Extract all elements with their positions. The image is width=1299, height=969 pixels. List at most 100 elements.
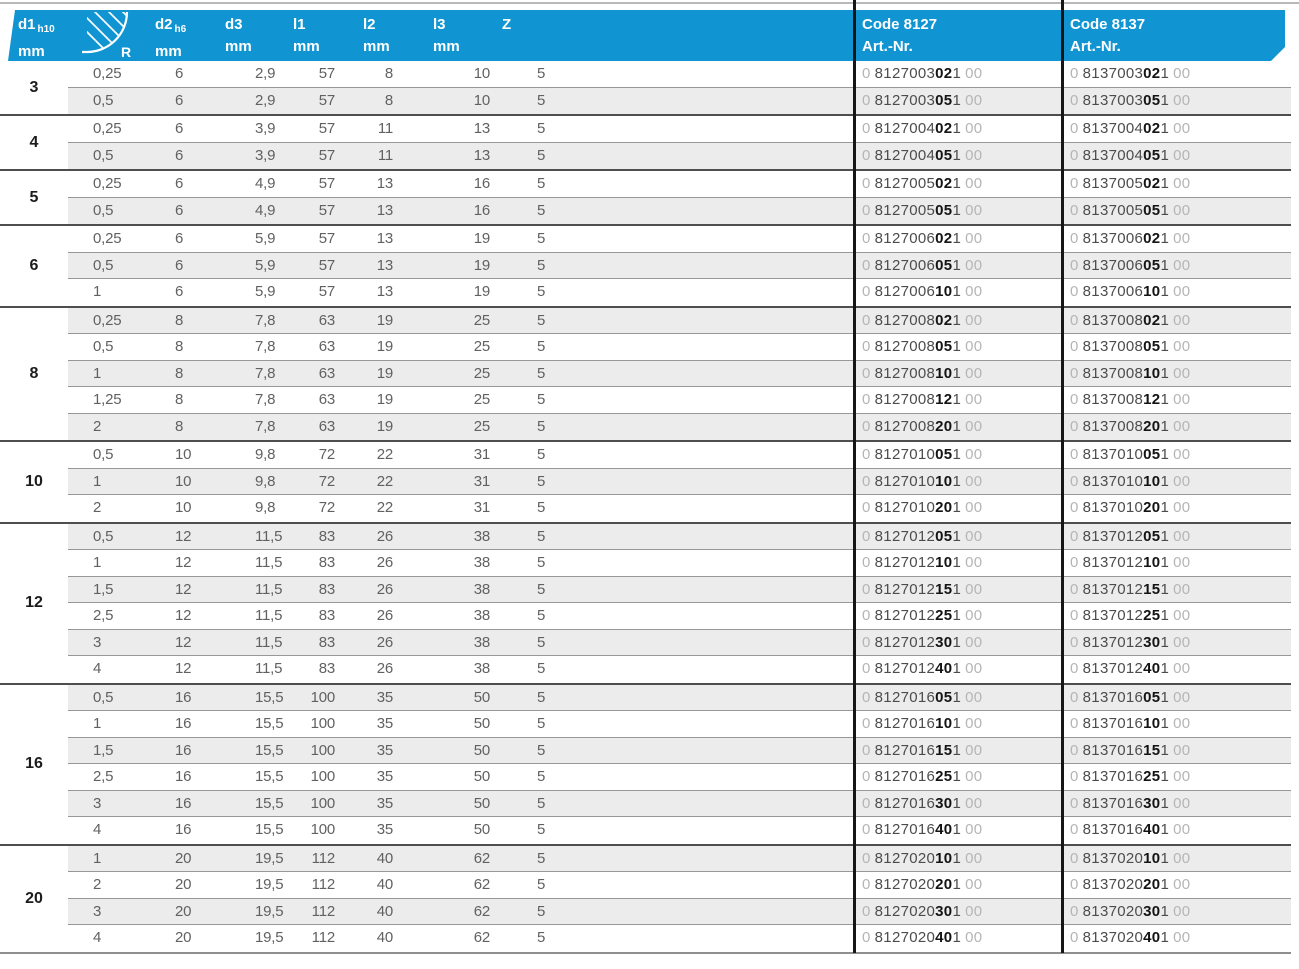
code-segment-body: 8137010	[1082, 446, 1144, 463]
code-segment-tail: 1	[952, 283, 962, 300]
code-segment-lead: 0	[1070, 929, 1079, 946]
article-number: 0 8127012101 00	[862, 554, 982, 571]
code-segment-lead: 0	[862, 283, 871, 300]
code-segment-lead: 0	[1070, 527, 1079, 545]
code-segment-body: 8137012	[1082, 554, 1144, 571]
cell-z: 5	[537, 821, 546, 838]
code-segment-bold: 02	[1143, 120, 1161, 137]
code-segment-tail: 1	[1160, 554, 1170, 571]
code-segment-body: 8127016	[874, 688, 936, 706]
code-segment-body: 8137003	[1082, 91, 1144, 109]
cell-l3: 50	[473, 688, 490, 706]
code-segment-end: 00	[1173, 472, 1191, 490]
article-number: 0 8137016051 00	[1070, 689, 1190, 706]
size-group: 4 0,25 6 3,9 57 11 13 5 0 8127004021 00 0 8137004021…	[0, 116, 1291, 171]
code-segment-body: 8127006	[874, 283, 936, 300]
code-segment-end: 00	[1173, 768, 1191, 785]
code-segment-tail: 1	[1160, 849, 1170, 867]
code-segment-tail: 1	[952, 849, 962, 867]
code-segment-end: 00	[965, 902, 983, 920]
code-segment-bold: 05	[935, 446, 953, 463]
code-segment-end: 00	[1173, 364, 1191, 382]
cell-d2: 12	[175, 607, 192, 624]
cell-r: 2	[93, 499, 102, 516]
cell-d3: 19,5	[255, 876, 284, 893]
code-segment-tail: 1	[1160, 338, 1170, 355]
article-number-8127: 0 8127016101 00	[862, 711, 982, 738]
article-number-8127: 0 8127008201 00	[862, 414, 982, 441]
code-segment-tail: 1	[1160, 472, 1170, 490]
cell-l3: 10	[473, 65, 490, 82]
article-number-8137: 0 8137020201 00	[1070, 872, 1190, 899]
article-number-8137: 0 8137016251 00	[1070, 764, 1190, 791]
cell-d2: 12	[175, 633, 192, 651]
article-number: 0 8137012151 00	[1070, 581, 1190, 598]
cell-d3: 4,9	[255, 201, 276, 219]
cell-l1: 112	[311, 849, 336, 867]
article-number-8137: 0 8137016101 00	[1070, 711, 1190, 738]
code-segment-bold: 40	[935, 660, 953, 677]
article-number-8127: 0 8127003051 00	[862, 88, 982, 115]
cell-l1: 112	[311, 902, 336, 920]
code-segment-lead: 0	[1070, 120, 1079, 137]
column-header-l2: l2 mm	[363, 16, 390, 55]
table-header: d1 h10 mm R d2 h6 mm d3 mm	[8, 10, 1285, 61]
code-segment-bold: 05	[1143, 527, 1161, 545]
article-number: 0 8127010201 00	[862, 499, 982, 516]
code-segment-end: 00	[1173, 201, 1191, 219]
cell-d2: 20	[175, 902, 192, 920]
cell-z: 5	[537, 120, 546, 137]
cell-l1: 100	[310, 741, 336, 759]
cell-d2: 16	[175, 794, 192, 812]
article-number-8127: 0 8127016301 00	[862, 791, 982, 818]
cell-d2: 6	[175, 175, 184, 192]
d1-group-label: 8	[0, 307, 68, 440]
code-segment-bold: 20	[1143, 499, 1161, 516]
article-number-8137: 0 8137008121 00	[1070, 387, 1190, 414]
article-number: 0 8137020401 00	[1070, 929, 1190, 946]
size-group: 3 0,25 6 2,9 57 8 10 5 0 8127003021 00 0 8137003021 0…	[0, 61, 1291, 116]
code-segment-bold: 20	[935, 876, 953, 893]
cell-d3: 19,5	[255, 902, 284, 920]
code-segment-end: 00	[1173, 175, 1191, 192]
code-segment-lead: 0	[862, 499, 871, 516]
cell-d3: 11,5	[255, 660, 283, 677]
article-number: 0 8127020301 00	[862, 903, 982, 920]
code-column-rule-right	[1061, 0, 1064, 953]
code-segment-end: 00	[1173, 794, 1191, 812]
cell-z: 5	[537, 146, 546, 164]
article-number-8137: 0 8137012051 00	[1070, 524, 1190, 551]
cell-d3: 7,8	[255, 311, 276, 329]
table-row: 1 8 7,8 63 19 25 5 0 8127008101 00 0 8137008101 00	[68, 360, 1291, 387]
code-segment-bold: 02	[935, 175, 953, 192]
code-segment-tail: 1	[1160, 417, 1170, 435]
code-segment-end: 00	[1173, 311, 1191, 329]
code-segment-tail: 1	[1160, 688, 1170, 706]
article-number-8137: 0 8137004021 00	[1070, 116, 1190, 143]
article-number: 0 8137006021 00	[1070, 230, 1190, 247]
code-segment-tail: 1	[952, 527, 962, 545]
article-number: 0 8127008051 00	[862, 338, 982, 355]
cell-z: 5	[537, 446, 546, 463]
article-number-8127: 0 8127012301 00	[862, 630, 982, 657]
article-number: 0 8137003021 00	[1070, 65, 1190, 82]
code-segment-bold: 40	[1143, 929, 1161, 946]
size-group: 12 0,5 12 11,5 83 26 38 5 0 8127012051 00 0 81370120…	[0, 523, 1291, 685]
code-segment-lead: 0	[1070, 607, 1079, 624]
code-segment-body: 8137008	[1082, 417, 1144, 435]
code-segment-lead: 0	[862, 230, 871, 247]
cell-d3: 15,5	[255, 821, 284, 838]
code-segment-bold: 30	[935, 902, 953, 920]
article-number: 0 8137008121 00	[1070, 391, 1190, 408]
article-number: 0 8137012301 00	[1070, 634, 1190, 651]
cell-l1: 100	[310, 715, 336, 732]
code-segment-bold: 25	[1143, 607, 1161, 624]
code-segment-body: 8137016	[1082, 821, 1144, 838]
code-segment-end: 00	[1173, 660, 1191, 677]
code-segment-body: 8127012	[874, 633, 936, 651]
article-number: 0 8127012301 00	[862, 634, 982, 651]
code-segment-tail: 1	[952, 256, 962, 274]
cell-l1: 83	[318, 607, 335, 624]
code-segment-lead: 0	[1070, 715, 1079, 732]
cell-l2: 26	[376, 527, 393, 545]
